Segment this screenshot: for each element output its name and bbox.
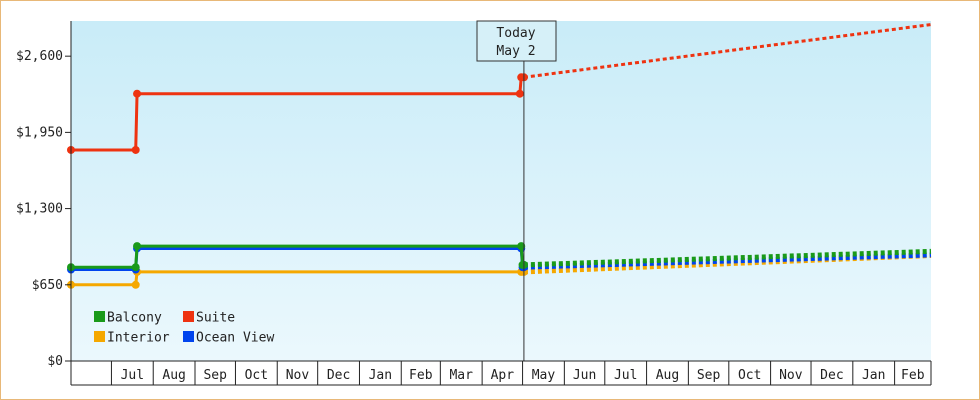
x-tick-label: Aug <box>162 368 185 383</box>
x-tick-label: Mar <box>449 368 473 383</box>
x-tick-label: Oct <box>738 368 761 383</box>
balcony-forecast-line <box>523 248 932 268</box>
today-label-box <box>476 20 557 62</box>
x-tick-label: Nov <box>779 368 803 383</box>
x-tick-label: Jul <box>121 368 144 383</box>
y-tick-label: $650 <box>32 278 63 293</box>
legend: Balcony Suite Interior Ocean View <box>94 311 274 346</box>
x-tick-label: Jan <box>862 368 885 383</box>
y-tick-label: $0 <box>47 354 63 369</box>
series-layer <box>67 23 932 289</box>
y-tick-label: $1,300 <box>16 202 63 217</box>
x-tick-label: Sep <box>697 368 721 383</box>
x-tick-label: Apr <box>491 368 515 383</box>
legend-swatch-suite <box>183 311 194 322</box>
ocean-view-forecast-line <box>523 252 932 270</box>
legend-swatch-balcony <box>94 311 105 322</box>
x-tick-label: Feb <box>409 368 433 383</box>
x-tick-label: Jan <box>369 368 392 383</box>
axes <box>70 21 931 386</box>
x-tick-label: Jul <box>614 368 637 383</box>
suite-point <box>515 89 524 98</box>
legend-label-suite: Suite <box>196 311 235 326</box>
x-tick-label: Aug <box>656 368 679 383</box>
today-marker: Today May 2 <box>476 20 557 361</box>
plot-background <box>71 21 931 361</box>
x-tick-label: Sep <box>203 368 227 383</box>
x-tick-label: Jun <box>573 368 596 383</box>
x-tick-label: Nov <box>286 368 310 383</box>
x-tick-label: Feb <box>901 368 925 383</box>
today-label-line2: May 2 <box>496 44 535 59</box>
balcony-point <box>131 263 140 272</box>
interior-point <box>131 280 140 289</box>
balcony-point <box>133 242 142 251</box>
suite-forecast-line <box>523 23 932 79</box>
balcony-point <box>517 242 526 251</box>
legend-swatch-ocean-view <box>183 331 194 342</box>
legend-swatch-interior <box>94 331 105 342</box>
y-ticks: $0 $650 $1,300 $1,950 $2,600 <box>16 49 71 369</box>
today-label-line1: Today <box>496 26 535 41</box>
suite-point <box>133 89 142 98</box>
legend-label-balcony: Balcony <box>107 311 162 326</box>
x-tick-label: May <box>532 368 556 383</box>
legend-label-ocean-view: Ocean View <box>196 331 274 346</box>
suite-point <box>131 145 140 154</box>
x-tick-label: Oct <box>245 368 268 383</box>
y-tick-label: $1,950 <box>16 125 63 140</box>
y-tick-label: $2,600 <box>16 49 63 64</box>
x-ticks: Jul Aug Sep Oct Nov Dec Jan Feb Mar Apr May Jun Jul A… <box>110 361 932 385</box>
legend-label-interior: Interior <box>107 331 170 346</box>
x-tick-label: Dec <box>820 368 843 383</box>
x-tick-label: Dec <box>327 368 350 383</box>
